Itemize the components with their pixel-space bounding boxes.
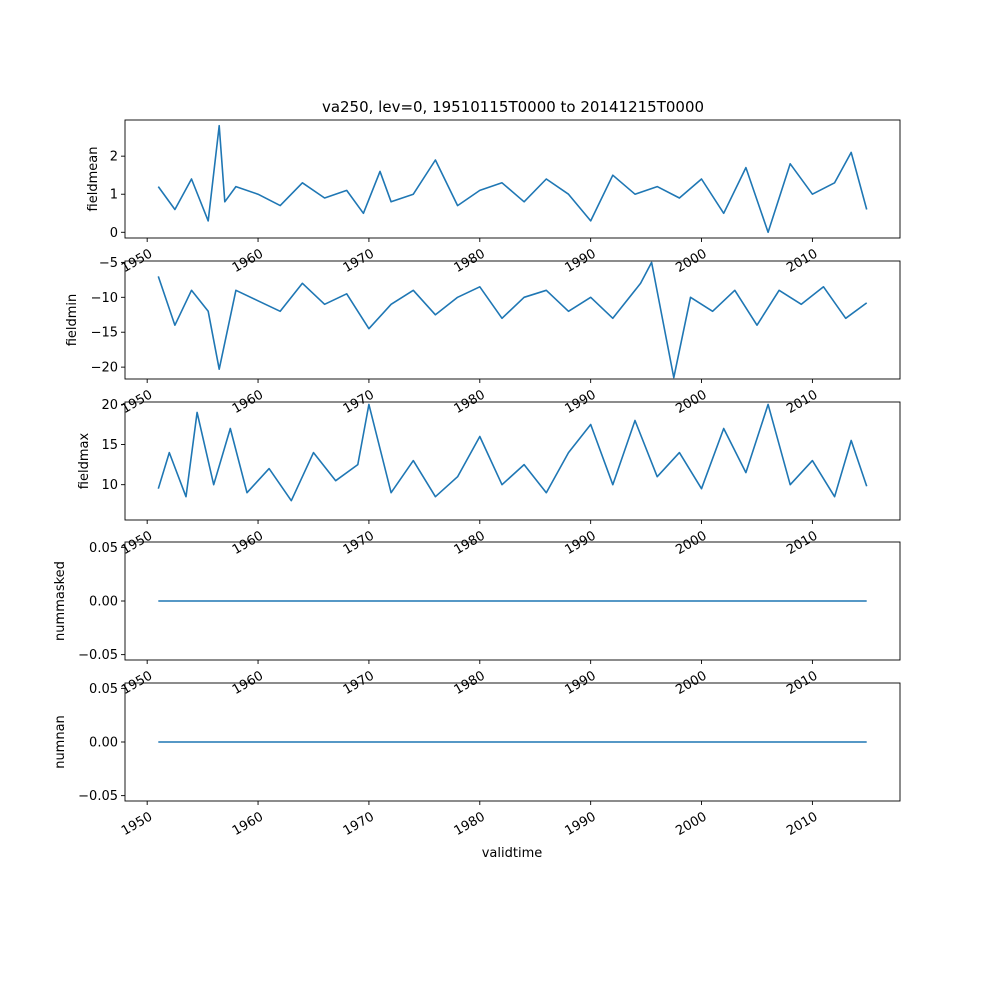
axes-frame: [124, 260, 901, 380]
subplot-fieldmax: 10 15 20 1950 1960 1970 1980 1990 2000 2010 fieldm…: [77, 398, 901, 558]
x-tick-label: 2000: [673, 528, 709, 558]
y-tick-label: −0.05: [78, 648, 118, 663]
axes-frame: [124, 119, 901, 239]
x-tick-label: 1950: [119, 528, 155, 558]
y-tick-label: −20: [91, 361, 118, 376]
subplot-numnan: −0.05 0.00 0.05 1950 1960 1970 1980 1990 2000 201…: [53, 682, 901, 839]
series-line-fieldmean: [157, 124, 868, 234]
y-tick-label: 20: [101, 398, 118, 413]
series-line-fieldmin: [157, 261, 868, 379]
y-axis-label: fieldmin: [65, 294, 80, 347]
x-tick-label: 1980: [452, 809, 488, 839]
y-axis-label: fieldmean: [86, 147, 101, 212]
y-tick-label: 2: [110, 150, 118, 165]
x-tick-label: 1960: [230, 528, 266, 558]
y-axis-label: fieldmax: [77, 433, 92, 490]
x-axis-label: validtime: [482, 846, 543, 861]
x-tick-label: 1990: [563, 528, 599, 558]
x-tick-label: 1970: [341, 809, 377, 839]
y-tick-label: 1: [110, 188, 118, 203]
y-tick-label: 0.05: [89, 541, 118, 556]
y-tick-label: 0.05: [89, 682, 118, 697]
x-tick-label: 1970: [341, 528, 377, 558]
y-tick-label: 15: [101, 438, 118, 453]
axes-frame: [124, 682, 901, 802]
x-tick-label: 2010: [784, 809, 820, 839]
y-axis-label: numnan: [53, 715, 68, 769]
y-axis-label: nummasked: [53, 561, 68, 641]
y-tick-label: −10: [91, 291, 118, 306]
x-tick-label: 1980: [452, 528, 488, 558]
y-tick-label: 10: [101, 478, 118, 493]
y-tick-label: 0.00: [89, 736, 118, 751]
axes-frame: [124, 401, 901, 521]
chart-title: va250, lev=0, 19510115T0000 to 20141215T…: [322, 98, 704, 116]
y-tick-label: −5: [99, 256, 118, 271]
x-tick-label: 1960: [230, 809, 266, 839]
x-tick-label: 2010: [784, 528, 820, 558]
x-tick-label: 1950: [119, 809, 155, 839]
y-tick-label: 0.00: [89, 595, 118, 610]
y-tick-label: −15: [91, 326, 118, 341]
y-tick-label: 0: [110, 226, 118, 241]
x-tick-label: 1990: [563, 809, 599, 839]
y-tick-label: −0.05: [78, 789, 118, 804]
series-line-fieldmax: [157, 403, 868, 502]
axes-frame: [124, 541, 901, 661]
x-tick-label: 2000: [673, 809, 709, 839]
